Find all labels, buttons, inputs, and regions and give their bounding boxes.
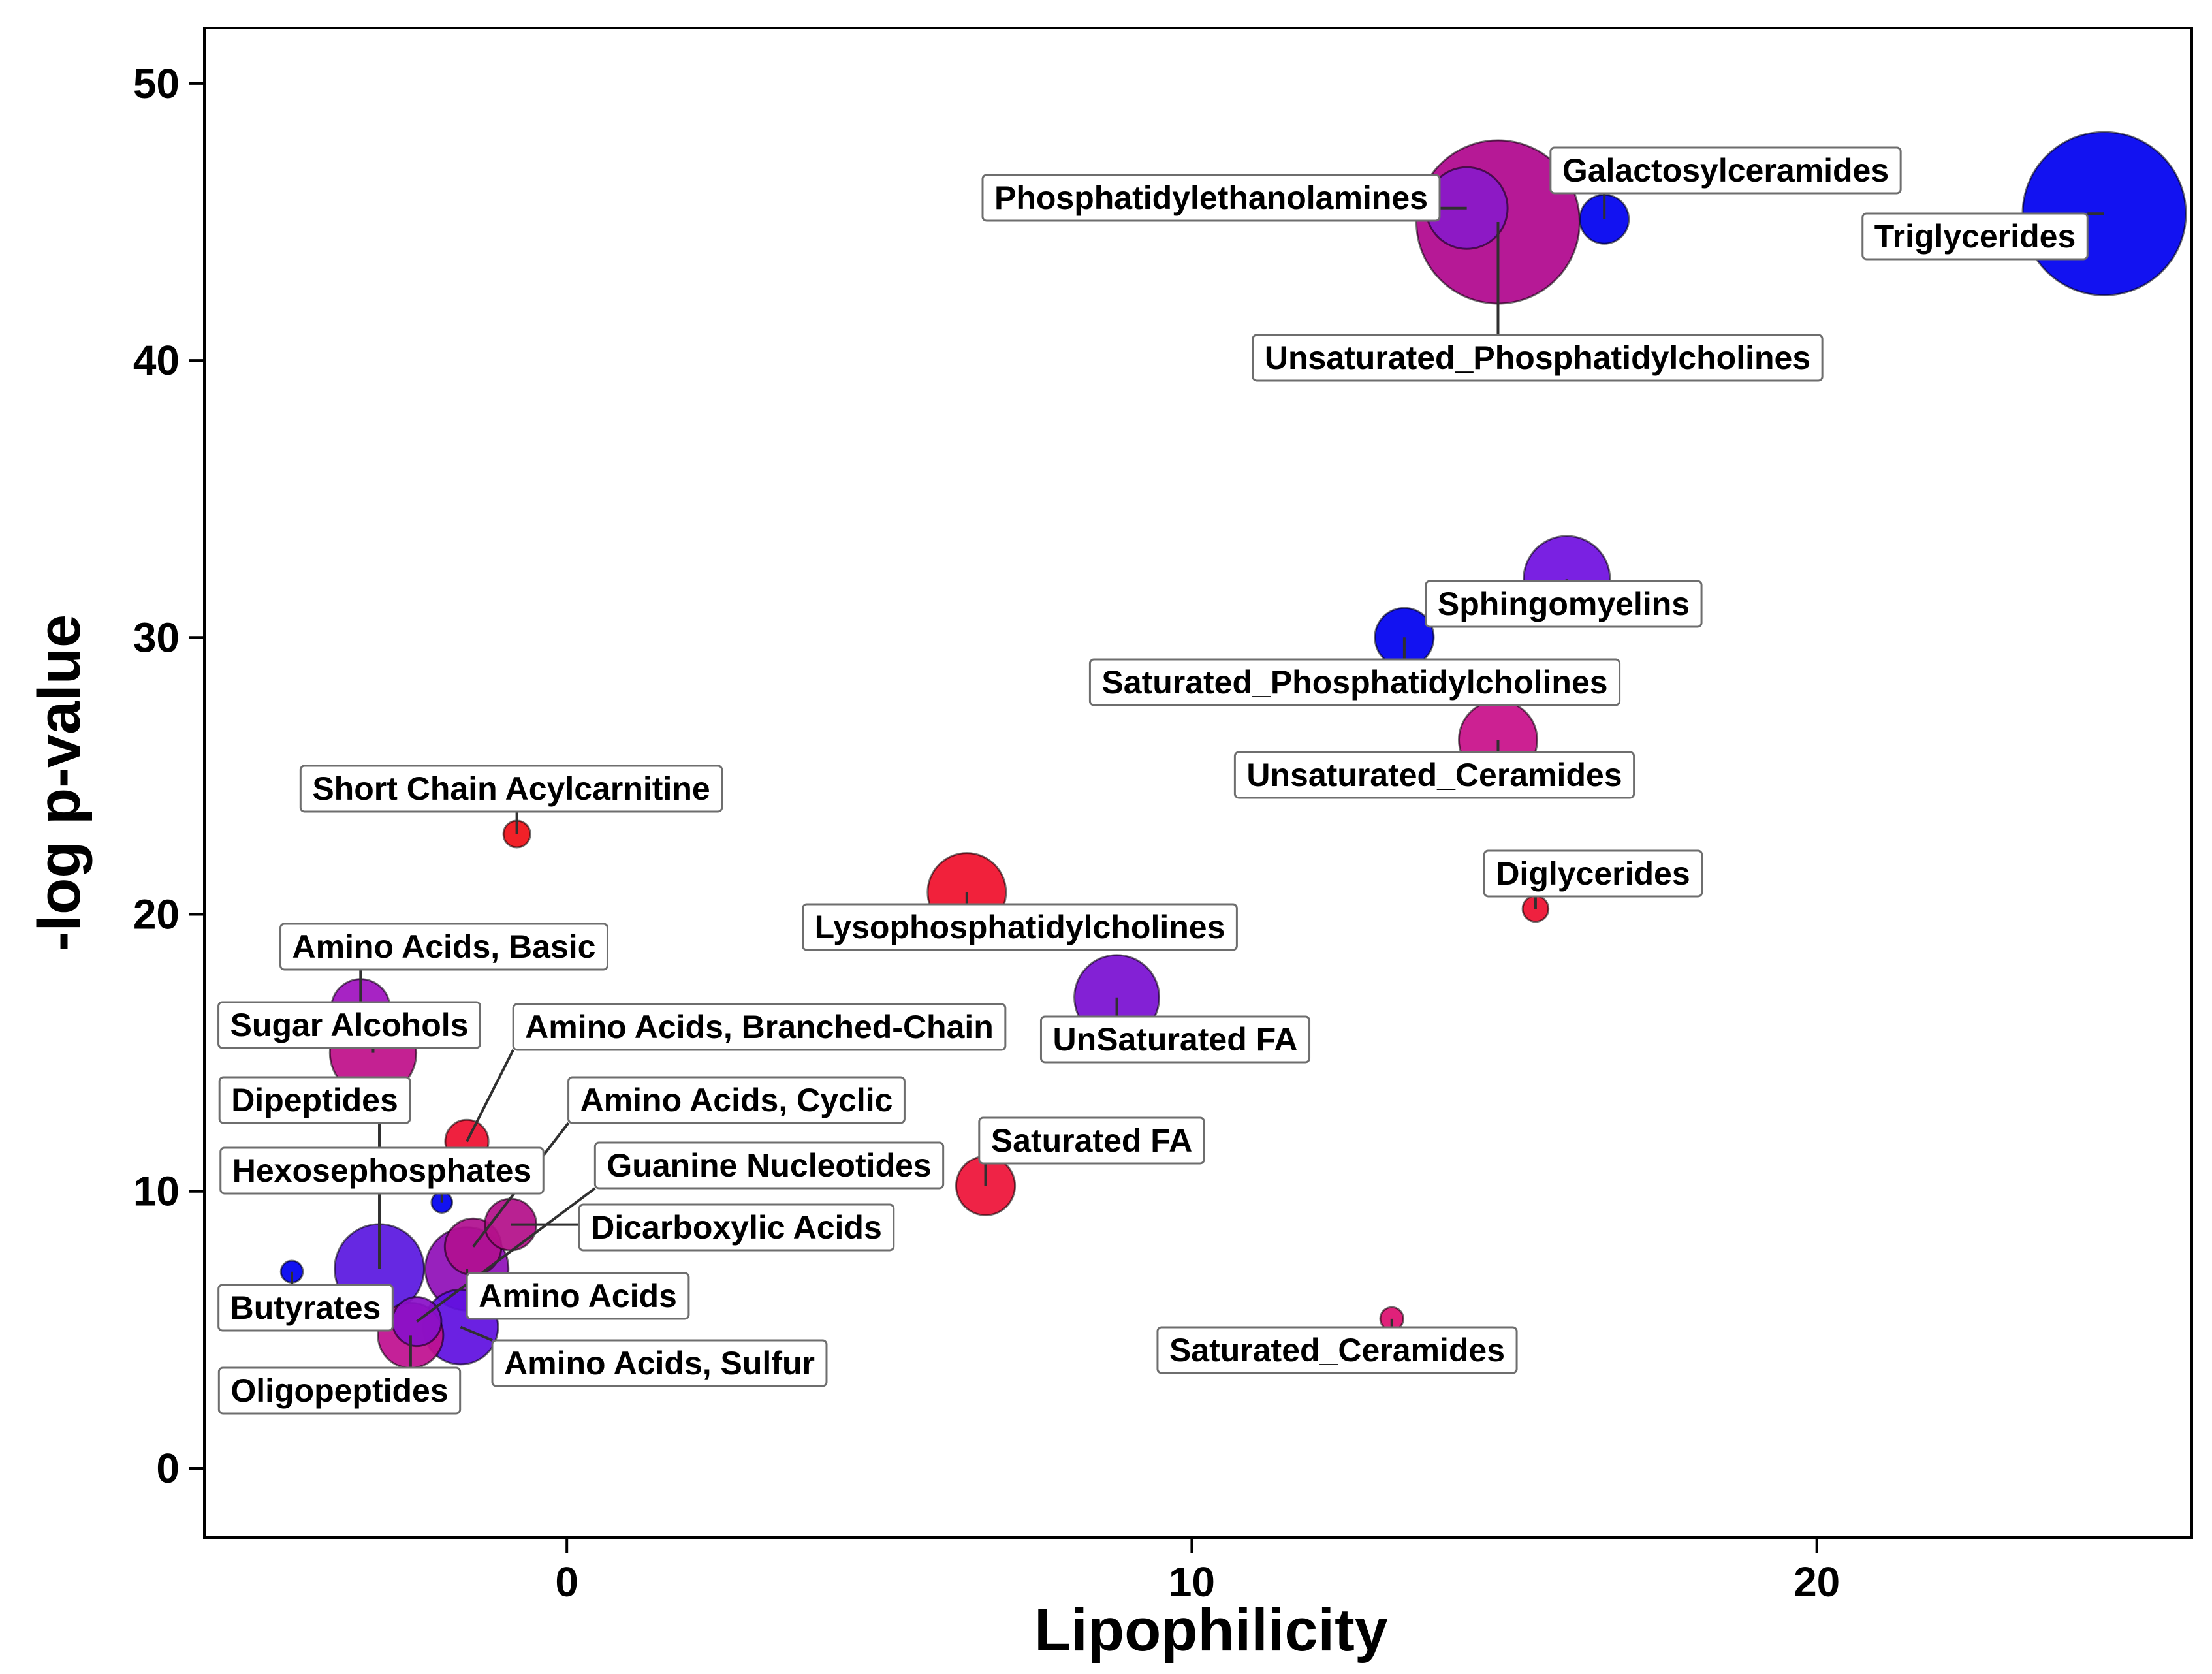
label-box [217,1366,462,1415]
label-box [217,1284,394,1332]
label-sugar-alcohols: Sugar Alcohols [217,1001,481,1049]
label-butyrates: Butyrates [217,1284,394,1332]
label-box [466,1272,690,1320]
label-box [218,1076,411,1124]
label-text: Saturated_Phosphatidylcholines [1101,664,1607,701]
label-text: Hexosephosphates [232,1152,531,1189]
y-tick-label: 20 [133,891,180,938]
label-box [491,1339,828,1387]
label-text: Lysophosphatidylcholines [815,909,1225,945]
label-box [217,1001,481,1049]
label-text: Amino Acids, Branched-Chain [525,1009,994,1045]
y-axis-label: -log p-value [26,614,93,951]
leader-guanine-nucleotides [416,1187,596,1323]
label-text: Oligopeptides [230,1372,448,1409]
leader-amino-acids-branched-chain [466,1049,514,1143]
label-text: Sugar Alcohols [230,1007,469,1043]
label-text: Amino Acids [479,1278,677,1314]
leader-amino-acids-sulfur [460,1325,493,1342]
label-dicarboxylic-acids: Dicarboxylic Acids [578,1203,895,1252]
label-box [1156,1326,1518,1374]
label-text: Unsaturated_Ceramides [1246,757,1622,793]
label-unsaturated-phosphatidylcholines: Unsaturated_Phosphatidylcholines [1252,334,1824,382]
label-amino-acids: Amino Acids [466,1272,690,1320]
label-amino-acids-basic: Amino Acids, Basic [279,923,608,971]
label-amino-acids-sulfur: Amino Acids, Sulfur [491,1339,828,1387]
label-box [981,174,1441,222]
label-unsaturated-fa: UnSaturated FA [1039,1015,1311,1064]
x-tick-label: 20 [1793,1558,1840,1605]
label-galactosylceramides: Galactosylceramides [1549,146,1902,195]
label-amino-acids-cyclic: Amino Acids, Cyclic [567,1076,906,1124]
label-text: Amino Acids, Sulfur [504,1345,815,1382]
label-box [567,1076,906,1124]
label-sphingomyelins: Sphingomyelins [1425,580,1703,628]
label-dipeptides: Dipeptides [218,1076,411,1124]
label-box [1233,751,1635,799]
x-tick-label: 0 [555,1558,578,1605]
label-box [512,1003,1007,1051]
plot-frame [203,27,2193,1539]
label-text: Dipeptides [231,1082,398,1118]
label-box [1549,146,1902,195]
label-text: Unsaturated_Phosphatidylcholines [1265,340,1810,376]
axis-ticks: 0 10 20 0 10 20 30 40 50 [133,60,1840,1605]
label-text: Saturated FA [991,1122,1192,1159]
label-saturated-ceramides: Saturated_Ceramides [1156,1326,1518,1374]
y-tick-label: 0 [156,1445,180,1492]
label-saturated-fa: Saturated FA [978,1116,1205,1165]
label-box [1425,580,1703,628]
label-box [1088,658,1621,706]
label-box [219,1146,545,1195]
label-box [578,1203,895,1252]
label-triglycerides: Triglycerides [1861,212,2089,261]
bubble-guanine-nucleotides [391,1296,443,1348]
label-box [978,1116,1205,1165]
label-text: Butyrates [230,1289,381,1326]
label-guanine-nucleotides: Guanine Nucleotides [593,1141,945,1190]
label-text: Guanine Nucleotides [607,1147,931,1184]
label-text: UnSaturated FA [1052,1021,1297,1058]
label-text: Diglycerides [1496,855,1690,892]
label-box [1039,1015,1311,1064]
label-text: Dicarboxylic Acids [591,1209,882,1246]
label-box [1252,334,1824,382]
label-box [1483,849,1703,898]
label-text: Galactosylceramides [1562,152,1889,189]
label-lysophosphatidylcholines: Lysophosphatidylcholines [802,903,1238,951]
x-tick-label: 10 [1169,1558,1215,1605]
label-text: Sphingomyelins [1438,586,1690,622]
label-oligopeptides: Oligopeptides [217,1366,462,1415]
y-tick-label: 10 [133,1168,180,1215]
label-box [299,765,723,813]
label-text: Phosphatidylethanolamines [994,180,1428,216]
label-short-chain-acylcarnitine: Short Chain Acylcarnitine [299,765,723,813]
bubbles-layer [279,131,2187,1369]
label-text: Amino Acids, Basic [292,928,596,965]
label-phosphatidylethanolamines: Phosphatidylethanolamines [981,174,1441,222]
label-text: Triglycerides [1874,218,2076,255]
label-hexosephosphates: Hexosephosphates [219,1146,545,1195]
label-text: Saturated_Ceramides [1169,1332,1505,1368]
label-text: Amino Acids, Cyclic [580,1082,893,1118]
label-box [1861,212,2089,261]
y-tick-label: 30 [133,614,180,661]
label-saturated-phosphatidylcholines: Saturated_Phosphatidylcholines [1088,658,1621,706]
point-labels-layer: Unsaturated_Phosphatidylcholines Triglyce… [217,146,2089,1415]
label-box [593,1141,945,1190]
y-tick-label: 50 [133,60,180,107]
label-amino-acids-branched-chain: Amino Acids, Branched-Chain [512,1003,1007,1051]
label-diglycerides: Diglycerides [1483,849,1703,898]
label-text: Short Chain Acylcarnitine [312,770,710,807]
label-box [279,923,608,971]
x-axis-label: Lipophilicity [1034,1597,1388,1664]
label-box [802,903,1238,951]
y-tick-label: 40 [133,337,180,384]
label-unsaturated-ceramides: Unsaturated_Ceramides [1233,751,1635,799]
